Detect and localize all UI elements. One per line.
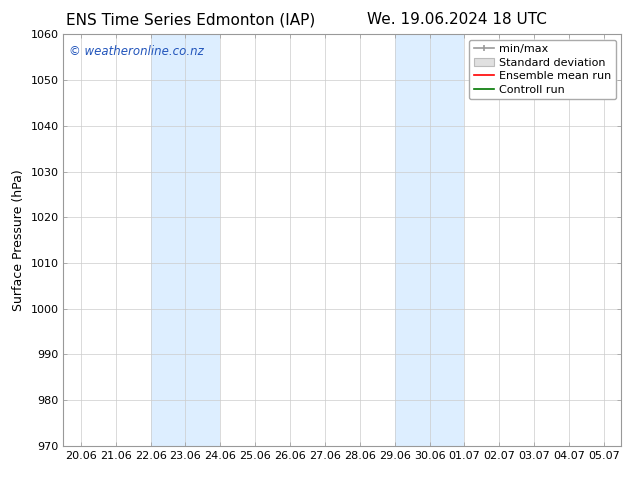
- Bar: [150, 34, 221, 446]
- Text: © weatheronline.co.nz: © weatheronline.co.nz: [69, 45, 204, 58]
- Legend: min/max, Standard deviation, Ensemble mean run, Controll run: min/max, Standard deviation, Ensemble me…: [469, 40, 616, 99]
- Text: ENS Time Series Edmonton (IAP): ENS Time Series Edmonton (IAP): [65, 12, 315, 27]
- Text: We. 19.06.2024 18 UTC: We. 19.06.2024 18 UTC: [366, 12, 547, 27]
- Y-axis label: Surface Pressure (hPa): Surface Pressure (hPa): [12, 169, 25, 311]
- Bar: [394, 34, 464, 446]
